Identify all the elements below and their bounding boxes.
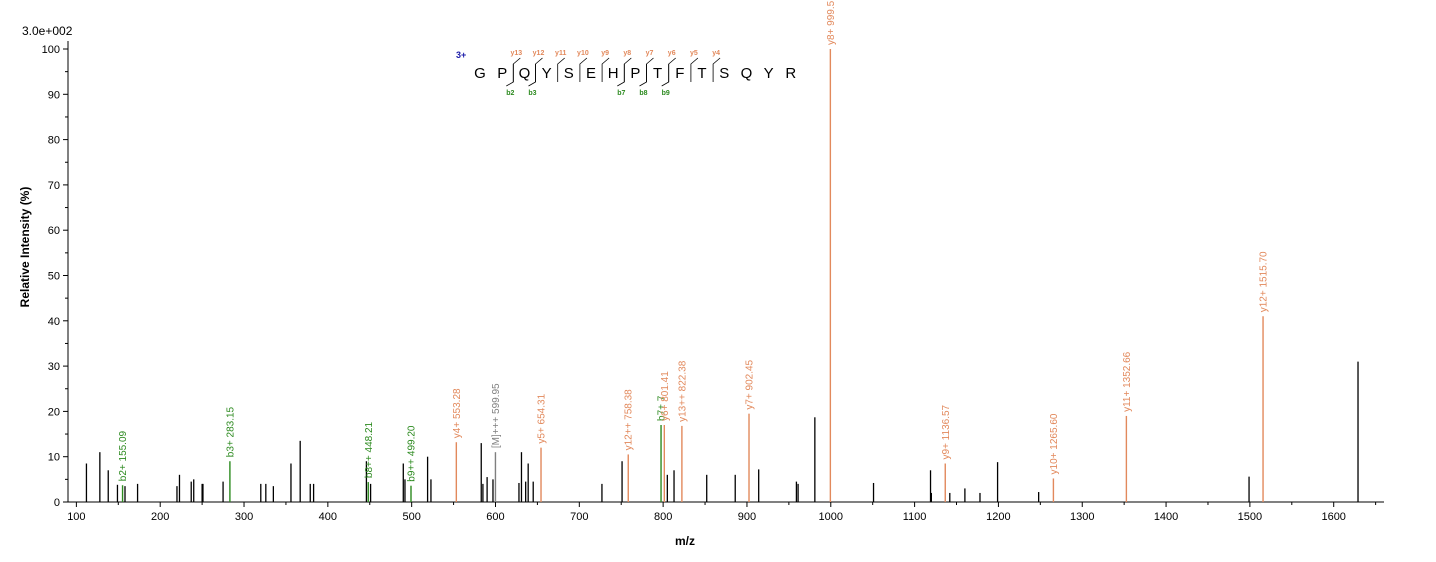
y-fragment-bracket (557, 57, 565, 82)
y-tick-label: 100 (42, 44, 60, 56)
peak-label: y12++ 758.38 (624, 389, 635, 451)
y-fragment-label: y5 (690, 50, 698, 57)
y-fragment-label: y8 (623, 50, 631, 57)
sequence-residue: G (474, 65, 486, 82)
y-fragment-bracket (579, 57, 588, 82)
x-tick-label: 1400 (1154, 511, 1178, 523)
y-tick-label: 0 (54, 497, 60, 509)
x-tick-label: 600 (486, 511, 504, 523)
sequence-residue: P (497, 65, 507, 82)
y-tick-label: 60 (48, 225, 60, 237)
b-fragment-label: b2 (506, 90, 514, 97)
b-fragment-bracket (661, 64, 670, 87)
sequence-residue: H (608, 65, 619, 82)
y-fragment-bracket (690, 57, 699, 82)
y-tick-label: 20 (48, 406, 60, 418)
y-tick-label: 10 (48, 452, 60, 464)
peak-label: b3+ 283.15 (225, 406, 236, 457)
b-fragment-bracket (506, 64, 514, 87)
peak-label: y11+ 1352.66 (1122, 351, 1133, 412)
peak-label: y5+ 654.31 (537, 393, 548, 443)
b-fragment-label: b9 (662, 90, 670, 97)
sequence-residue: F (675, 65, 684, 82)
x-tick-label: 300 (235, 511, 253, 523)
y-tick-label: 50 (48, 271, 60, 283)
x-tick-label: 100 (67, 511, 85, 523)
sequence-residue: Q (519, 65, 531, 82)
y-tick-label: 40 (48, 316, 60, 328)
b-fragment-label: b7 (617, 90, 625, 97)
y-axis-title: Relative Intensity (%) (18, 187, 32, 308)
y-fragment-label: y6 (668, 50, 676, 57)
b-fragment-bracket (617, 64, 625, 87)
sequence-residue: R (785, 65, 796, 82)
sequence-residue: S (564, 65, 574, 82)
b-fragment-bracket (528, 64, 536, 87)
b-fragment-label: b8 (639, 90, 647, 97)
peak-label: y7+ 902.45 (745, 359, 756, 409)
intensity-scale-label: 3.0e+002 (22, 24, 73, 38)
y-fragment-label: y10 (577, 50, 589, 57)
y-fragment-label: y4 (712, 50, 720, 57)
sequence-residue: T (697, 65, 706, 82)
x-tick-label: 400 (319, 511, 337, 523)
sequence-residue: T (653, 65, 662, 82)
peak-label: y6+ 801.41 (660, 371, 671, 421)
peak-label: y12+ 1515.70 (1259, 251, 1270, 312)
x-tick-label: 200 (151, 511, 169, 523)
peak-label: y8+ 999.51 (826, 0, 837, 45)
y-tick-label: 30 (48, 361, 60, 373)
peak-label: y9+ 1136.57 (941, 404, 952, 459)
peak-label: b2+ 155.09 (118, 430, 129, 481)
x-axis-ticks: 100 200 300 400 500 600 700 800 900 1000 1100 1200 1… (67, 502, 1377, 523)
axes (67, 41, 1384, 503)
unmatched-peaks (85, 361, 1359, 502)
x-tick-label: 1000 (819, 511, 843, 523)
charge-state-label: 3+ (456, 50, 466, 60)
x-tick-label: 1200 (986, 511, 1010, 523)
x-axis-title: m/z (675, 534, 695, 548)
sequence-residue: P (630, 65, 640, 82)
y-fragment-label: y9 (601, 50, 609, 57)
sequence-residue: Y (764, 65, 774, 82)
y-fragment-label: y12 (533, 50, 545, 57)
y-axis-ticks: 0 10 20 30 40 50 60 70 80 90 100 (42, 44, 68, 509)
y-tick-label: 80 (48, 135, 60, 147)
peak-label: y13++ 822.38 (677, 360, 688, 422)
sequence-residue: Q (741, 65, 753, 82)
x-tick-label: 1600 (1321, 511, 1345, 523)
y-fragment-bracket (712, 57, 721, 82)
sequence-residue: S (719, 65, 729, 82)
sequence-residue: E (586, 65, 596, 82)
y-tick-label: 90 (48, 89, 60, 101)
y-fragment-label: y7 (646, 50, 654, 57)
peak-label: y4+ 553.28 (452, 388, 463, 438)
b-fragment-bracket (639, 64, 647, 87)
x-tick-label: 1300 (1070, 511, 1094, 523)
y-fragment-bracket (601, 57, 610, 82)
b-fragment-label: b3 (528, 90, 536, 97)
x-tick-label: 1100 (903, 511, 927, 523)
peak-labels: b2+ 155.09 b3+ 283.15 b8++ 448.21 b9++ 499.… (118, 0, 1269, 482)
x-tick-label: 700 (570, 511, 588, 523)
peak-label: b7+ 7 (657, 395, 668, 421)
x-tick-label: 500 (402, 511, 420, 523)
x-tick-label: 900 (738, 511, 756, 523)
peak-label: [M]+++ 599.95 (491, 383, 502, 448)
peak-label: y10+ 1265.60 (1049, 413, 1060, 474)
peak-label: b8++ 448.21 (364, 421, 375, 478)
x-tick-label: 1500 (1238, 511, 1262, 523)
matched-peaks (121, 49, 1264, 502)
y-fragment-label: y11 (555, 50, 566, 57)
y-tick-label: 70 (48, 180, 60, 192)
peak-label: b9++ 499.20 (406, 425, 417, 482)
sequence-residue: Y (542, 65, 552, 82)
y-fragment-label: y13 (510, 50, 522, 57)
x-tick-label: 800 (654, 511, 672, 523)
